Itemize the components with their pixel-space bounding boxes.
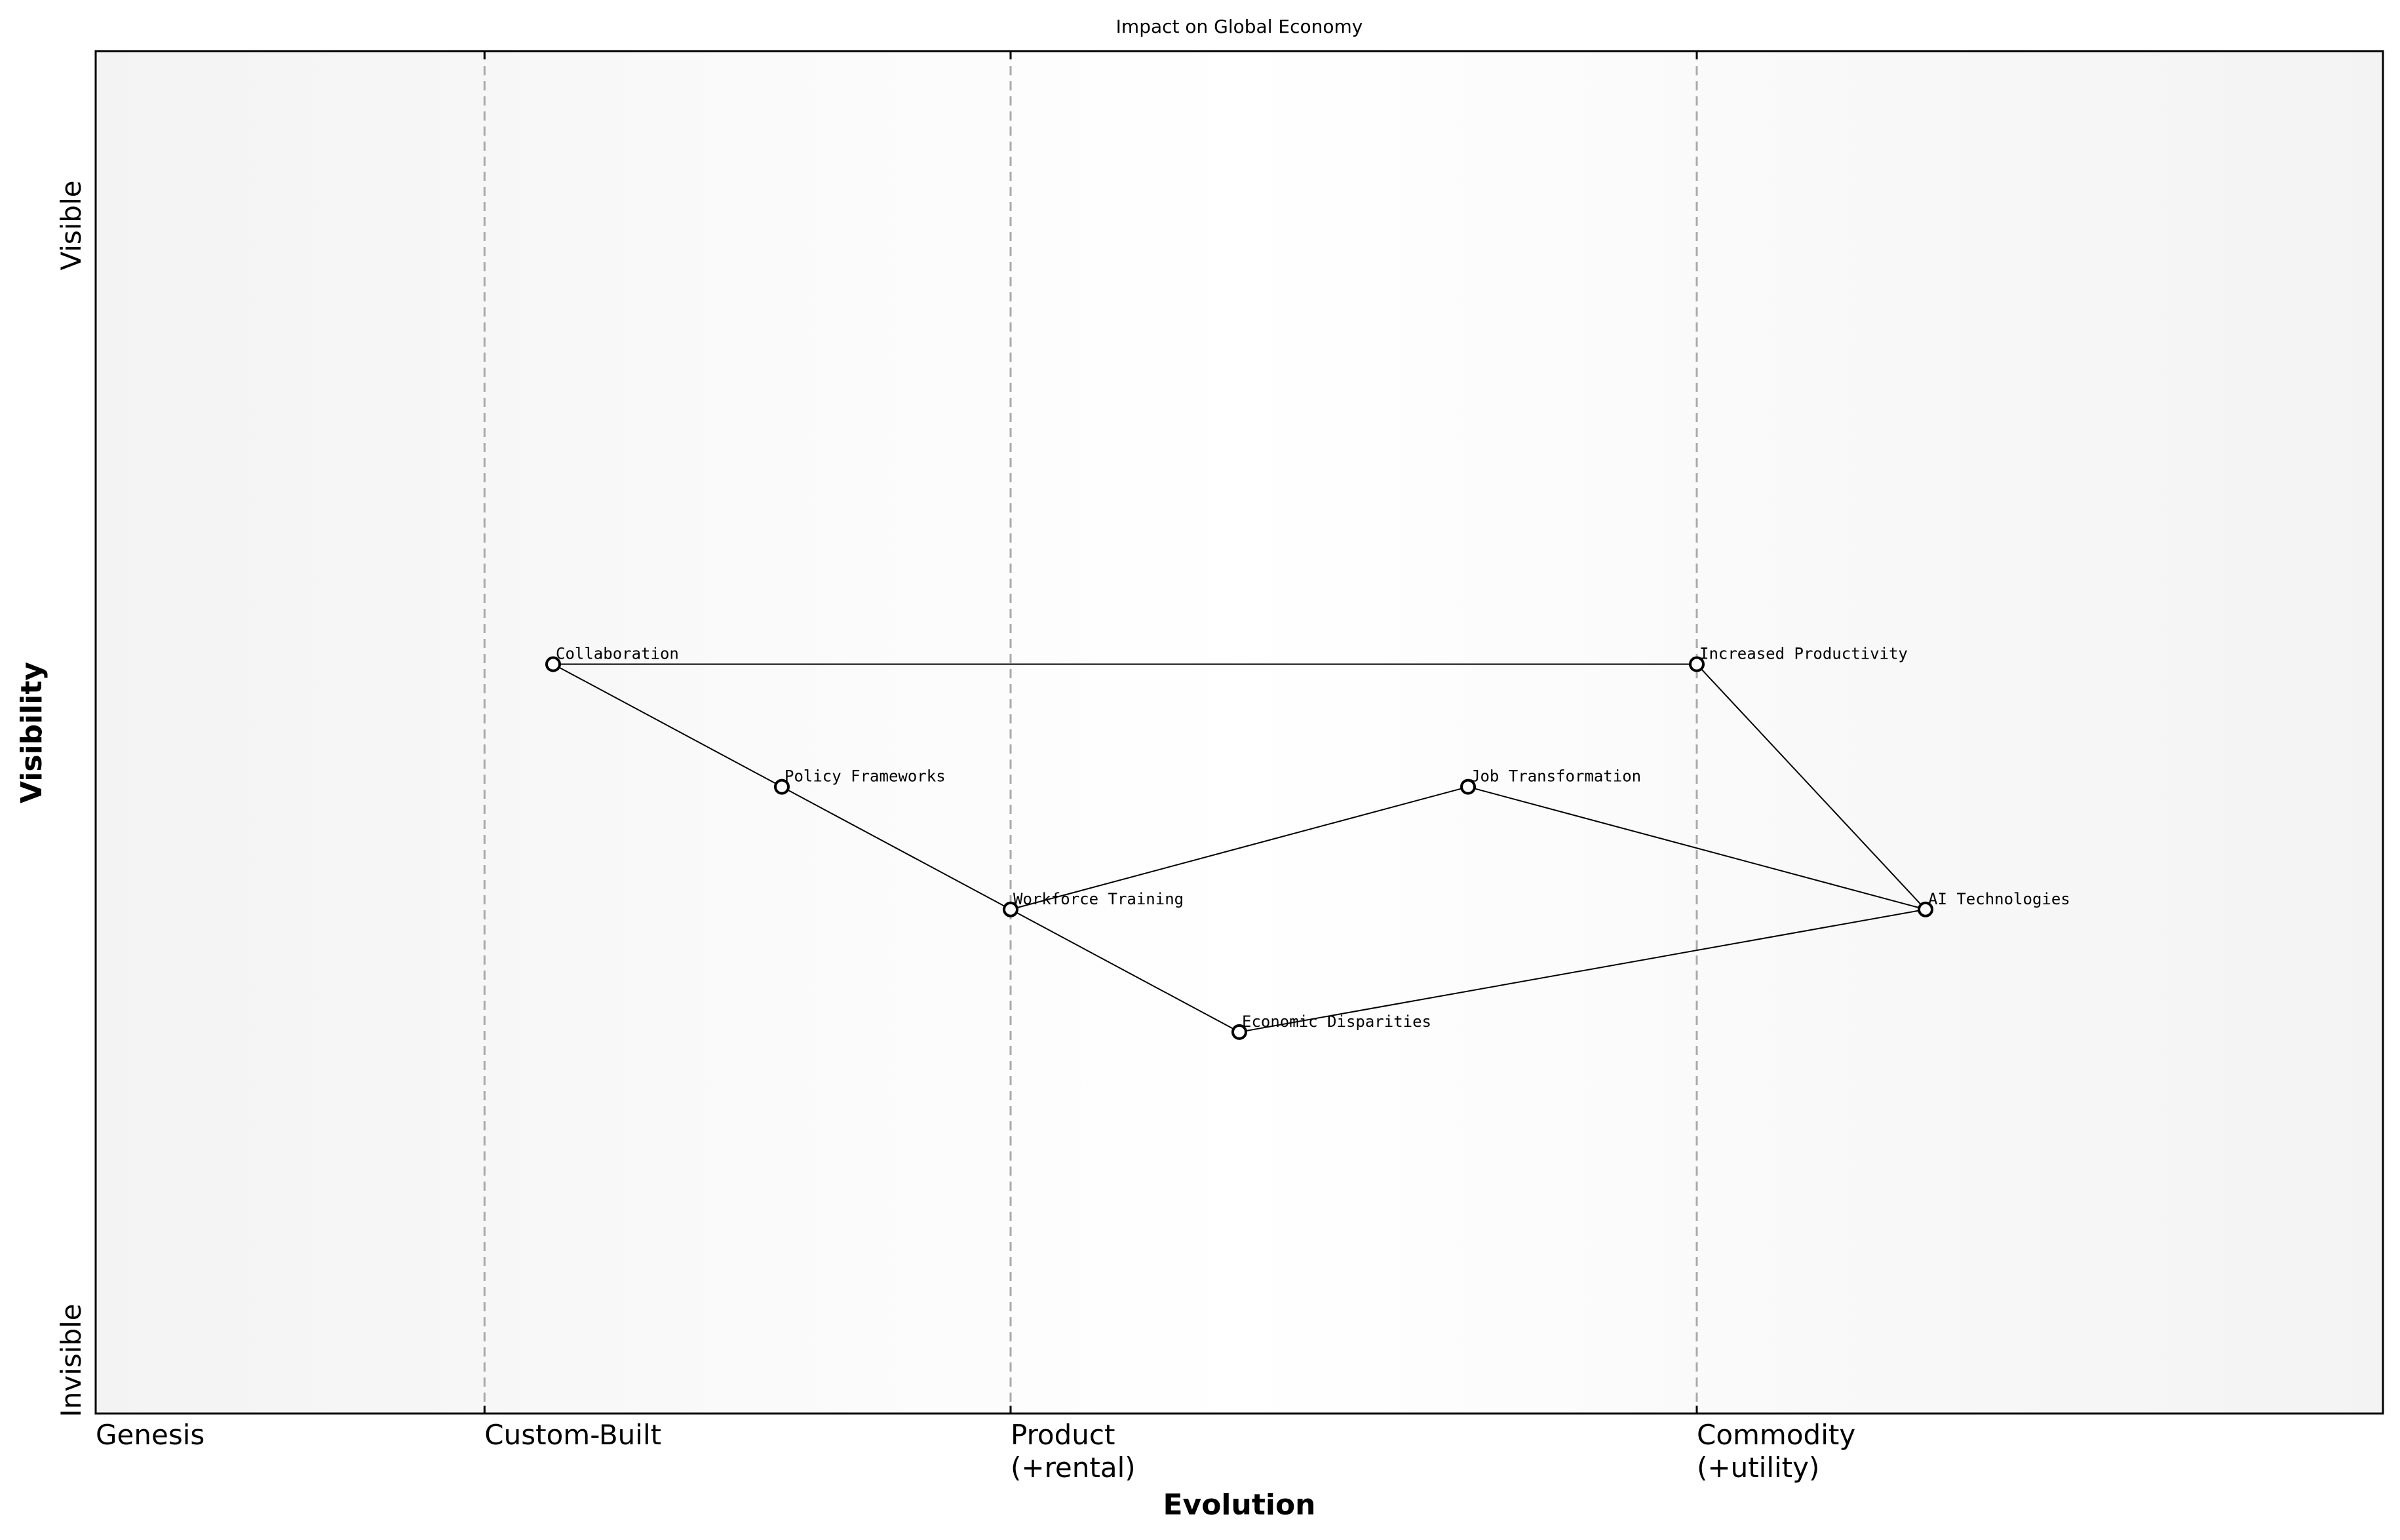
component-economic-disparities: Economic Disparities bbox=[1231, 1012, 1431, 1040]
component-marker bbox=[545, 656, 561, 672]
component-marker bbox=[774, 779, 790, 795]
map-title: Impact on Global Economy bbox=[1116, 16, 1363, 37]
stage-label-genesis: Genesis bbox=[96, 1419, 204, 1451]
link-job-transformation-to-ai-technologies bbox=[1467, 786, 1926, 910]
y-axis-bottom-label: Invisible bbox=[55, 1303, 87, 1417]
link-workforce-training-to-job-transformation bbox=[1010, 786, 1469, 910]
link-increased-productivity-to-ai-technologies bbox=[1696, 663, 1926, 910]
component-marker bbox=[1918, 901, 1933, 917]
component-marker bbox=[1231, 1024, 1247, 1040]
stage-label-commodity: Commodity bbox=[1697, 1419, 1855, 1451]
component-collaboration: Collaboration bbox=[545, 645, 679, 672]
stage-labels: Genesis Custom-Built Product(+rental) Commo… bbox=[96, 51, 1855, 1484]
component-links bbox=[552, 663, 1926, 1033]
component-workforce-training: Workforce Training bbox=[1003, 890, 1184, 917]
component-label: Policy Frameworks bbox=[784, 767, 946, 786]
plot-background bbox=[96, 51, 2383, 1414]
component-nodes: Collaboration Increased Productivity Polic… bbox=[545, 645, 2070, 1040]
component-marker bbox=[1689, 656, 1705, 672]
component-label: Job Transformation bbox=[1471, 767, 1641, 786]
link-collaboration-to-policy-frameworks bbox=[552, 663, 783, 788]
component-label: AI Technologies bbox=[1928, 890, 2070, 908]
link-workforce-training-to-economic-disparities bbox=[1010, 908, 1240, 1033]
link-policy-frameworks-to-workforce-training bbox=[781, 786, 1011, 910]
component-marker bbox=[1460, 779, 1476, 795]
y-axis-title: Visibility bbox=[15, 662, 48, 803]
component-ai-technologies: AI Technologies bbox=[1918, 890, 2070, 917]
component-label: Workforce Training bbox=[1013, 890, 1184, 908]
stage-label-product: Product bbox=[1011, 1419, 1115, 1451]
stage-label-product-sub: (+rental) bbox=[1011, 1452, 1136, 1484]
component-increased-productivity: Increased Productivity bbox=[1689, 645, 1908, 672]
x-axis-title: Evolution bbox=[1163, 1488, 1315, 1522]
component-marker bbox=[1003, 901, 1018, 917]
link-economic-disparities-to-ai-technologies bbox=[1239, 908, 1926, 1033]
stage-dividers bbox=[483, 51, 1698, 1414]
component-label: Economic Disparities bbox=[1242, 1012, 1431, 1031]
plot-frame bbox=[94, 50, 2384, 1415]
component-policy-frameworks: Policy Frameworks bbox=[774, 767, 946, 795]
stage-label-commodity-sub: (+utility) bbox=[1697, 1452, 1819, 1484]
stage-label-custom-built: Custom-Built bbox=[484, 1419, 661, 1451]
component-label: Collaboration bbox=[556, 645, 679, 663]
y-axis-top-label: Visible bbox=[55, 180, 87, 270]
component-label: Increased Productivity bbox=[1699, 645, 1908, 663]
component-job-transformation: Job Transformation bbox=[1460, 767, 1641, 795]
